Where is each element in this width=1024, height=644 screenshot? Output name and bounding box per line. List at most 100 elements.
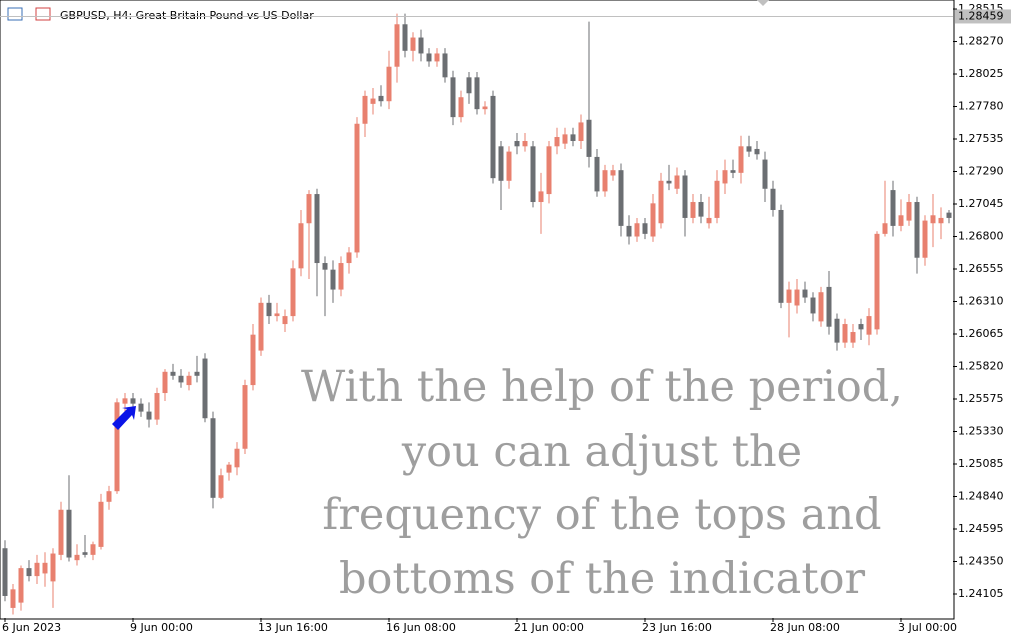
candle-body [786, 289, 792, 303]
candle-body [306, 194, 312, 224]
last-price-box [955, 9, 1011, 24]
candle-body [34, 562, 40, 577]
candle-body [506, 151, 512, 181]
menu-icon [7, 7, 23, 21]
y-tick-label: 1.28270 [958, 35, 1004, 48]
x-tick-label: 9 Jun 00:00 [130, 621, 193, 634]
candle-body [106, 491, 112, 502]
y-tick-label: 1.24105 [958, 587, 1004, 600]
candle-body [50, 553, 56, 582]
candle-body [810, 297, 816, 314]
candle-body [410, 37, 416, 51]
candles [2, 13, 952, 615]
annotation: frequency of the tops and [322, 490, 881, 540]
y-tick-label: 1.27045 [958, 197, 1004, 210]
candle-body [586, 119, 592, 157]
y-tick-label: 1.24350 [958, 554, 1004, 567]
candle-body [626, 225, 632, 237]
candle-body [498, 146, 504, 181]
candle-body [346, 252, 352, 264]
candle-body [882, 223, 888, 234]
candle-body [946, 212, 952, 218]
candle-body [386, 66, 392, 102]
candle-body [738, 146, 744, 173]
y-tick-label: 1.25330 [958, 424, 1004, 437]
annotation: bottoms of the indicator [339, 554, 866, 604]
candle-body [138, 403, 144, 412]
candle-body [706, 217, 712, 224]
candle-body [178, 375, 184, 383]
candle-body [82, 552, 88, 555]
candle-body [314, 194, 320, 264]
candle-body [482, 106, 488, 110]
candle-body [154, 393, 160, 420]
candle-body [114, 402, 120, 492]
candle-body [802, 289, 808, 298]
x-tick-label: 28 Jun 08:00 [770, 621, 840, 634]
candle-body [570, 134, 576, 142]
y-tick-label: 1.25085 [958, 457, 1004, 470]
candle-body [610, 170, 616, 176]
candle-body [218, 475, 224, 498]
candle-body [442, 53, 448, 78]
candle-body [426, 53, 432, 62]
candle-body [746, 146, 752, 152]
annotation: With the help of the period, [301, 362, 903, 412]
candle-body [682, 175, 688, 218]
candle-body [898, 215, 904, 226]
candle-body [74, 554, 80, 561]
candle-body [170, 371, 176, 376]
candle-body [546, 146, 552, 195]
candle-body [938, 217, 944, 224]
candle-body [354, 123, 360, 253]
candle-body [522, 141, 528, 147]
candle-body [290, 268, 296, 317]
annotation: you can adjust the [401, 427, 802, 477]
signal-arrow [112, 406, 136, 430]
candle-body [850, 332, 856, 343]
candle-body [378, 95, 384, 102]
y-tick-label: 1.26800 [958, 230, 1004, 243]
candle-body [642, 223, 648, 234]
candle-body [602, 170, 608, 192]
x-tick-label: 6 Jun 2023 [2, 621, 61, 634]
candle-body [722, 170, 728, 184]
scroll-marker [757, 0, 769, 6]
candle-body [530, 146, 536, 203]
candle-body [650, 203, 656, 237]
chart-icon [35, 7, 51, 21]
candle-body [698, 202, 704, 217]
y-tick-label: 1.25575 [958, 392, 1004, 405]
candle-body [842, 324, 848, 343]
candle-body [146, 411, 152, 420]
candle-body [42, 562, 48, 574]
candle-body [914, 202, 920, 258]
candle-body [434, 53, 440, 62]
candle-body [394, 24, 400, 67]
candle-body [578, 122, 584, 142]
candle-body [778, 209, 784, 303]
candle-body [226, 464, 232, 473]
x-tick-label: 21 Jun 00:00 [514, 621, 584, 634]
y-tick-label: 1.24595 [958, 522, 1004, 535]
chart-title: GBPUSD, H4: Great Britain Pound vs US Do… [60, 9, 314, 22]
candle-body [266, 302, 272, 317]
candle-body [122, 398, 128, 404]
candle-body [130, 398, 136, 404]
y-tick-label: 1.25820 [958, 360, 1004, 373]
candle-body [466, 77, 472, 94]
candle-body [242, 385, 248, 449]
candle-body [490, 95, 496, 179]
candle-body [890, 190, 896, 226]
candle-body [402, 24, 408, 51]
candle-body [250, 334, 256, 386]
candle-body [282, 316, 288, 325]
candle-body [162, 371, 168, 394]
candle-body [770, 188, 776, 210]
candle-body [418, 37, 424, 54]
x-tick-label: 13 Jun 16:00 [258, 621, 328, 634]
candle-body [538, 191, 544, 203]
candle-body [554, 137, 560, 147]
candle-body [186, 375, 192, 386]
